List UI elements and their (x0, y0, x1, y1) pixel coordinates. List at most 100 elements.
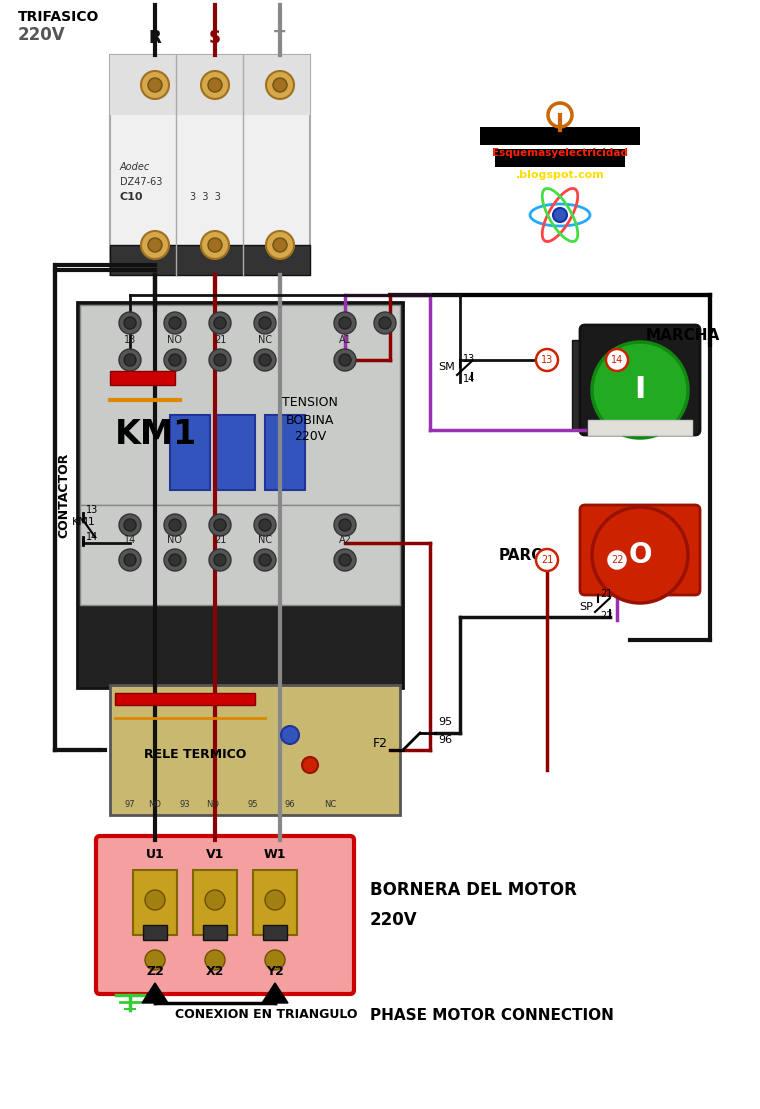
Circle shape (164, 312, 186, 334)
Text: 14: 14 (124, 535, 136, 545)
Bar (572, 340, 590, 430)
Text: MARCHA: MARCHA (646, 327, 720, 343)
Circle shape (164, 349, 186, 372)
Text: X2: X2 (206, 965, 224, 978)
Text: T: T (274, 29, 286, 47)
Text: 220V: 220V (370, 910, 418, 929)
Text: 21: 21 (214, 535, 226, 545)
Circle shape (339, 519, 351, 531)
Text: 3  3  3: 3 3 3 (189, 192, 220, 202)
Circle shape (169, 317, 181, 329)
Text: 220V: 220V (18, 26, 65, 44)
Text: NO: NO (207, 800, 220, 808)
Circle shape (281, 726, 299, 744)
Circle shape (334, 312, 356, 334)
Circle shape (141, 71, 169, 99)
Text: 97: 97 (125, 800, 135, 808)
Text: Aodec: Aodec (120, 162, 150, 172)
Bar (80, 505, 400, 606)
Circle shape (254, 549, 276, 571)
Circle shape (201, 71, 229, 99)
Polygon shape (142, 983, 168, 1003)
Text: C10: C10 (120, 192, 144, 202)
Bar (215, 415, 255, 490)
Circle shape (148, 238, 162, 252)
Text: CONEXION EN TRIANGULO: CONEXION EN TRIANGULO (175, 1008, 357, 1021)
Circle shape (214, 519, 226, 531)
Circle shape (209, 312, 231, 334)
Circle shape (592, 507, 688, 603)
Text: BORNERA DEL MOTOR: BORNERA DEL MOTOR (370, 881, 577, 899)
Circle shape (259, 519, 271, 531)
Circle shape (259, 354, 271, 366)
Bar (265, 415, 305, 490)
Circle shape (124, 354, 136, 366)
Circle shape (148, 78, 162, 92)
Text: 14: 14 (463, 374, 475, 384)
Text: 13: 13 (86, 505, 98, 515)
Circle shape (265, 950, 285, 970)
Text: DZ47-63: DZ47-63 (120, 177, 163, 187)
Text: 22: 22 (600, 611, 613, 621)
Text: KM1: KM1 (72, 517, 96, 527)
Circle shape (606, 349, 628, 372)
Text: V1: V1 (206, 848, 224, 861)
Text: U1: U1 (146, 848, 164, 861)
Text: 14: 14 (86, 532, 98, 542)
Circle shape (209, 513, 231, 536)
Bar (193, 869, 237, 935)
Text: W1: W1 (264, 848, 287, 861)
Text: NC: NC (258, 335, 272, 345)
Bar (263, 925, 287, 940)
Circle shape (214, 554, 226, 566)
Text: A2: A2 (338, 535, 351, 545)
Circle shape (334, 349, 356, 372)
Bar (143, 925, 167, 940)
Text: A1: A1 (339, 335, 351, 345)
Text: SM: SM (439, 362, 455, 372)
Circle shape (265, 891, 285, 910)
Circle shape (205, 891, 225, 910)
Circle shape (209, 549, 231, 571)
Circle shape (339, 317, 351, 329)
Circle shape (553, 208, 567, 222)
Text: 96: 96 (438, 735, 452, 745)
Text: NO: NO (167, 535, 182, 545)
Bar (77, 302, 403, 688)
Text: 21: 21 (541, 554, 553, 564)
Circle shape (124, 519, 136, 531)
Text: NO: NO (148, 800, 161, 808)
Circle shape (145, 950, 165, 970)
Bar (110, 372, 175, 385)
Circle shape (259, 554, 271, 566)
Circle shape (145, 891, 165, 910)
Circle shape (214, 317, 226, 329)
Circle shape (119, 549, 141, 571)
Circle shape (266, 71, 294, 99)
Circle shape (259, 317, 271, 329)
Polygon shape (262, 983, 288, 1003)
Text: O: O (629, 541, 652, 569)
Circle shape (119, 513, 141, 536)
Text: PHASE MOTOR CONNECTION: PHASE MOTOR CONNECTION (370, 1007, 614, 1022)
Text: SP: SP (579, 602, 593, 612)
Circle shape (205, 950, 225, 970)
Text: Y2: Y2 (266, 965, 284, 978)
Text: 21: 21 (214, 335, 226, 345)
Text: NO: NO (167, 335, 182, 345)
Text: I: I (635, 376, 646, 405)
Bar (80, 305, 400, 505)
Text: TRIFASICO: TRIFASICO (18, 10, 100, 24)
Text: PARO: PARO (499, 548, 545, 562)
Circle shape (254, 349, 276, 372)
Circle shape (119, 349, 141, 372)
Text: CONTACTOR: CONTACTOR (58, 452, 71, 538)
Text: 13: 13 (124, 335, 136, 345)
Circle shape (266, 231, 294, 260)
Circle shape (374, 312, 396, 334)
Circle shape (169, 554, 181, 566)
Bar (588, 420, 692, 435)
Text: 14: 14 (611, 355, 623, 365)
Circle shape (334, 513, 356, 536)
Bar (110, 685, 400, 815)
